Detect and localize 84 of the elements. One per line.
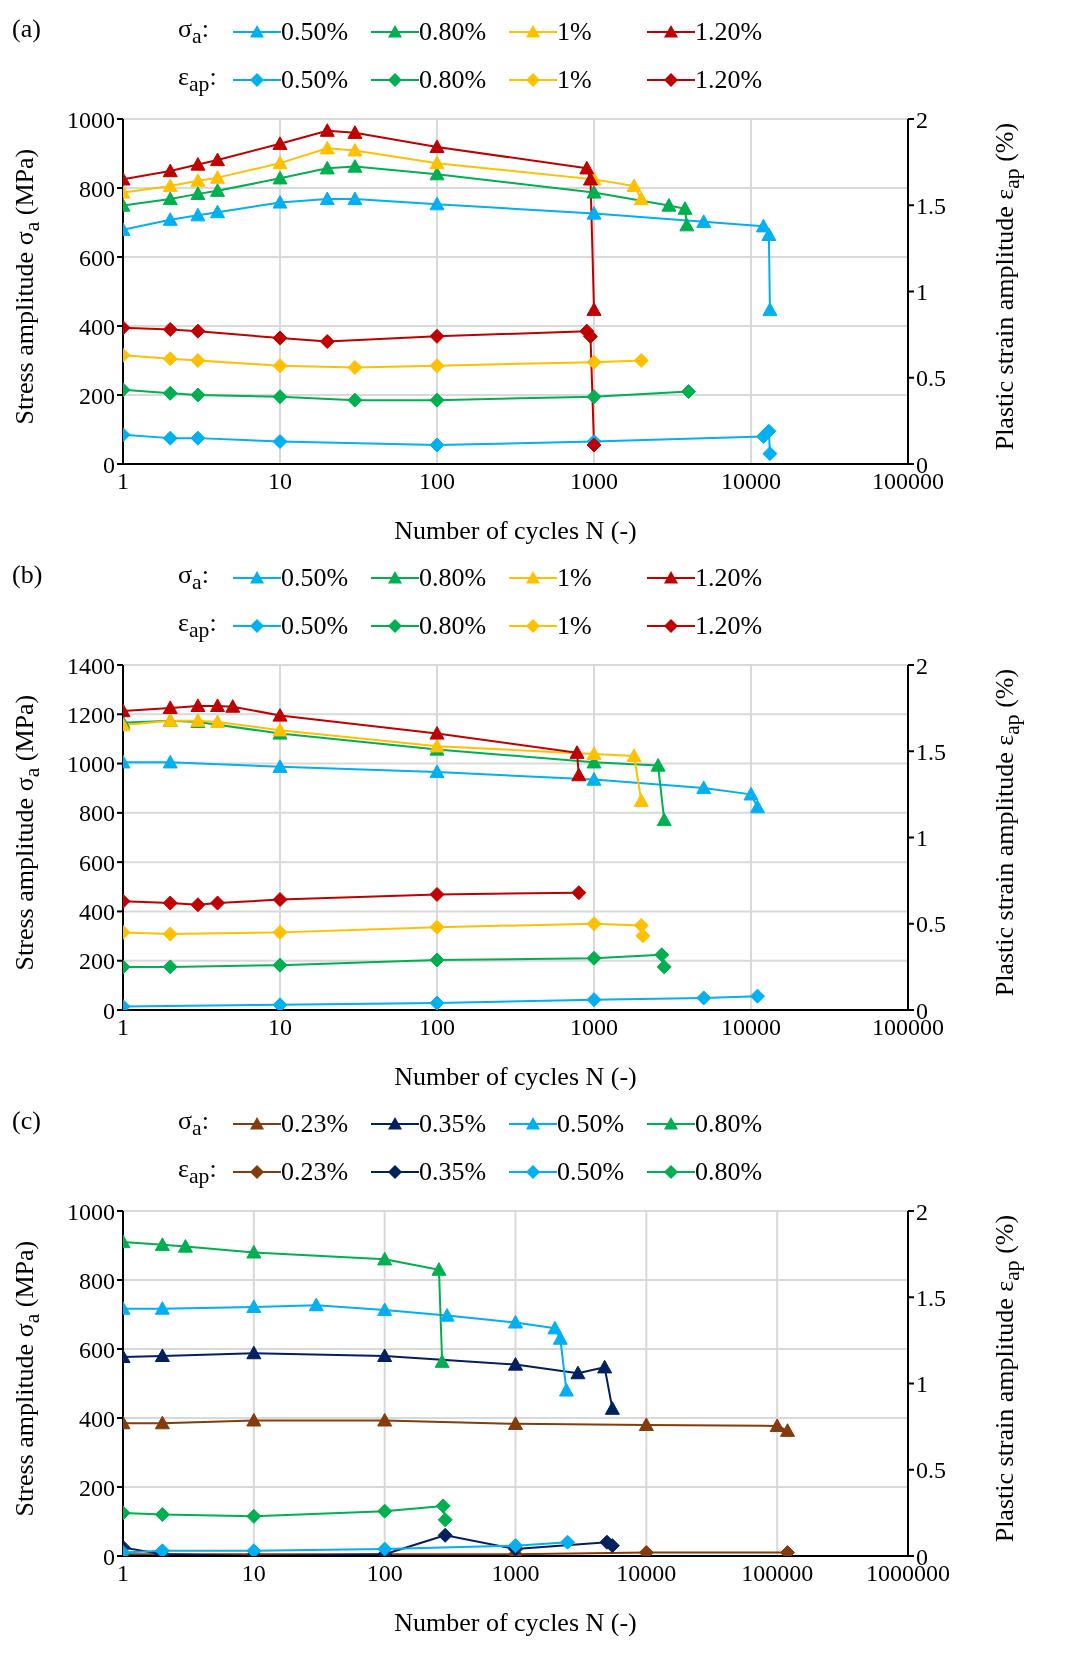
legend-label: 0.50% [557, 1109, 625, 1139]
x-axis-title: Number of cycles N (-) [394, 1062, 637, 1091]
legend-label: 0.80% [419, 563, 487, 593]
legend-label: 0.80% [419, 17, 487, 47]
y-tick-label: 800 [79, 800, 115, 827]
x-tick-label: 1000 [491, 1560, 540, 1587]
y-tick-label: 800 [79, 175, 115, 202]
y-tick-label: 0 [103, 1543, 115, 1570]
y2-tick-label: 2 [916, 1198, 928, 1225]
legend-label: 0.50% [281, 611, 349, 641]
y-tick-label: 600 [79, 1336, 115, 1363]
legend-label: 1% [557, 563, 592, 593]
legend-label: 0.50% [281, 65, 349, 95]
x-tick-label: 10000 [721, 1014, 781, 1041]
y-tick-label: 400 [79, 1405, 115, 1432]
x-tick-label: 10000 [616, 1560, 677, 1587]
y-tick-label: 600 [79, 244, 115, 271]
y-tick-label: 400 [79, 898, 115, 925]
legend-label: 0.35% [419, 1109, 487, 1139]
legend-label: 0.23% [281, 1157, 349, 1187]
chart-title: (b) [12, 560, 43, 590]
y2-tick-label: 1 [916, 825, 928, 852]
legend-label: 0.50% [557, 1157, 625, 1187]
y2-tick-label: 0.5 [916, 365, 946, 392]
text: ε$_{ap}$: [178, 1154, 218, 1190]
y2-tick-label: 1.5 [916, 1284, 946, 1311]
y-tick-label: 800 [79, 1267, 115, 1294]
chart-title: (c) [12, 1106, 41, 1136]
y2-tick-label: 1 [916, 279, 928, 306]
x-tick-label: 100 [366, 1560, 403, 1587]
y-tick-label: 200 [79, 1474, 115, 1501]
legend-label: 1.20% [695, 563, 763, 593]
y2-tick-label: 1.5 [916, 738, 946, 765]
x-tick-label: 100000 [741, 1560, 814, 1587]
legend-label: 1% [557, 611, 592, 641]
text: σ$_{a}$: [178, 14, 210, 50]
x-tick-label: 1 [117, 1014, 129, 1041]
x-axis-title: Number of cycles N (-) [394, 516, 637, 545]
legend-label: 0.50% [281, 17, 349, 47]
x-tick-label: 100 [419, 468, 455, 495]
legend-label: 1.20% [695, 65, 763, 95]
legend-label: 0.80% [695, 1109, 763, 1139]
legend-label: 0.80% [695, 1157, 763, 1187]
y-tick-label: 1200 [67, 701, 115, 728]
legend-label: 0.80% [419, 611, 487, 641]
legend-label: 0.35% [419, 1157, 487, 1187]
y2-tick-label: 1 [916, 1371, 928, 1398]
x-axis-title: Number of cycles N (-) [394, 1608, 637, 1637]
x-tick-label: 1 [117, 468, 129, 495]
y-tick-label: 600 [79, 849, 115, 876]
x-tick-label: 10 [268, 468, 292, 495]
x-tick-label: 100 [419, 1014, 455, 1041]
y-tick-label: 1000 [67, 1198, 115, 1225]
legend-label: 1% [557, 65, 592, 95]
x-tick-label: 1 [117, 1560, 129, 1587]
text: ε$_{ap}$: [178, 62, 218, 98]
y2-tick-label: 1.5 [916, 192, 946, 219]
text: σ$_{a}$: [178, 560, 210, 596]
y-tick-label: 0 [103, 451, 115, 478]
y2-tick-label: 2 [916, 106, 928, 133]
x-tick-label: 10 [268, 1014, 292, 1041]
y-tick-label: 200 [79, 948, 115, 975]
y-tick-label: 1000 [67, 751, 115, 778]
y-tick-label: 200 [79, 382, 115, 409]
x-tick-label: 10000 [721, 468, 781, 495]
text: ε$_{ap}$: [178, 608, 218, 644]
y-tick-label: 400 [79, 313, 115, 340]
y2-tick-label: 0.5 [916, 1457, 946, 1484]
y-tick-label: 0 [103, 997, 115, 1024]
legend-label: 0.23% [281, 1109, 349, 1139]
legend-label: 1% [557, 17, 592, 47]
y-tick-label: 1400 [67, 652, 115, 679]
text: σ$_{a}$: [178, 1106, 210, 1142]
y-tick-label: 1000 [67, 106, 115, 133]
legend-label: 1.20% [695, 611, 763, 641]
x-tick-label: 1000 [570, 1014, 618, 1041]
x-tick-label: 1000 [570, 468, 618, 495]
y2-tick-label: 2 [916, 652, 928, 679]
y2-tick-label: 0.5 [916, 911, 946, 938]
x-tick-label: 10 [241, 1560, 266, 1587]
legend-label: 0.50% [281, 563, 349, 593]
legend-label: 1.20% [695, 17, 763, 47]
chart-title: (a) [12, 14, 41, 44]
legend-label: 0.80% [419, 65, 487, 95]
